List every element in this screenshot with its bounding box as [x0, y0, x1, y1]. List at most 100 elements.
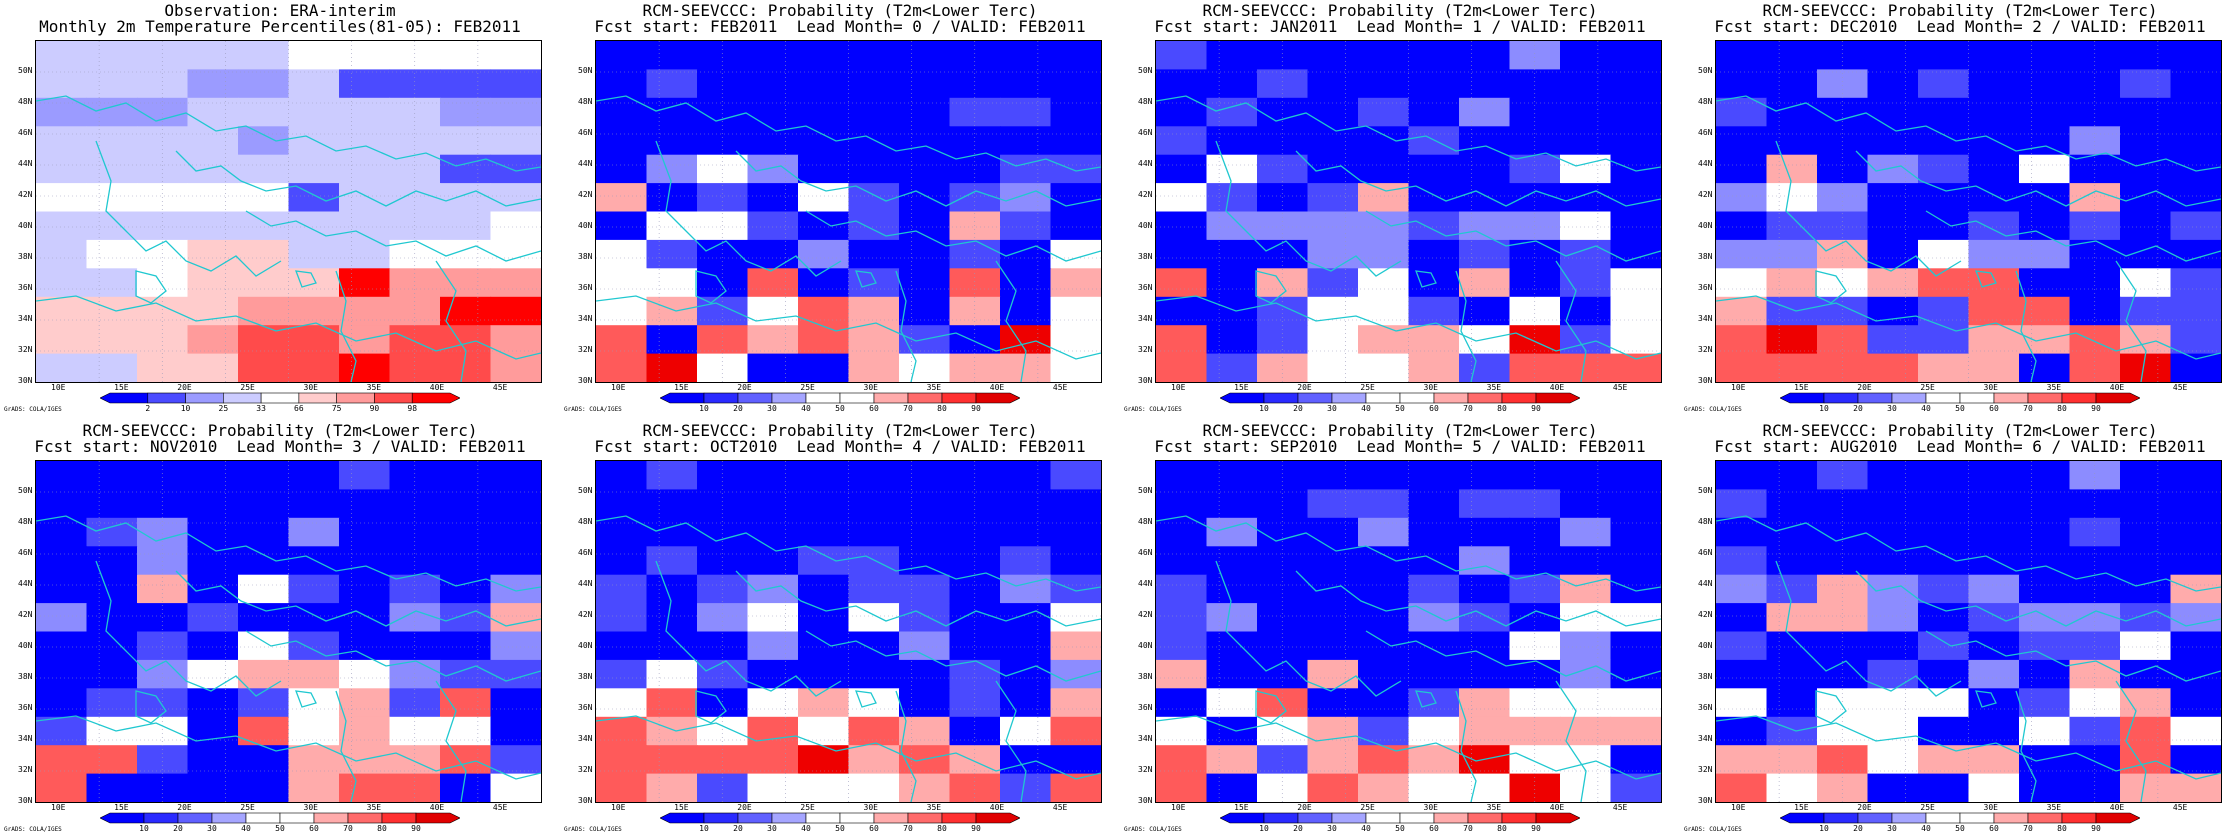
colorbar-swatch: [1993, 812, 2029, 824]
grid-cell: [137, 97, 189, 127]
grid-cell: [339, 126, 391, 156]
lon-tick-label: 15E: [1234, 803, 1249, 812]
grid-cell: [747, 296, 799, 326]
grid-cell: [1610, 154, 1661, 184]
lat-tick-label: 50N: [18, 486, 33, 495]
coastline: [1975, 270, 1997, 288]
grid-cell: [798, 183, 850, 213]
grid-cell: [1560, 183, 1612, 213]
grid-cell: [646, 716, 698, 746]
grid-cell: [596, 126, 648, 156]
lon-tick-label: 20E: [737, 383, 752, 392]
grid-cell: [1509, 69, 1561, 99]
colorbar-swatch: [2095, 392, 2140, 404]
grid-cell: [899, 546, 951, 576]
coastline: [36, 295, 541, 360]
panel-title-line2: Fcst start: SEP2010 Lead Month= 5 / VALI…: [1154, 437, 1646, 456]
grid-cell: [440, 268, 492, 298]
grid-cell: [1156, 296, 1208, 326]
map-area: [1715, 40, 2222, 383]
colorbar-tick-label: 70: [2023, 404, 2033, 413]
grid-cell: [1817, 517, 1869, 547]
panel-title-line1: RCM-SEEVCCC: Probability (T2m<Lower Terc…: [1202, 421, 1598, 440]
lat-tick-label: 34N: [578, 734, 593, 743]
grid-cell: [1610, 574, 1661, 604]
grid-cell: [1610, 659, 1661, 689]
map-area: [595, 40, 1102, 383]
grid-cell: [490, 41, 541, 70]
lat-tick-label: 42N: [1698, 610, 1713, 619]
grid-cell: [36, 574, 88, 604]
grid-cell: [339, 239, 391, 269]
coastline: [735, 150, 1101, 207]
grid-cell: [1918, 41, 1970, 70]
grid-cell: [596, 546, 648, 576]
grid-cell: [596, 461, 648, 490]
grid-cell: [2069, 631, 2121, 661]
grid-cell: [1408, 211, 1460, 241]
grid-cell: [2069, 97, 2121, 127]
grid-cell: [1206, 688, 1258, 718]
coastline: [175, 150, 541, 207]
lat-tick-label: 46N: [578, 548, 593, 557]
lon-tick-label: 35E: [1486, 383, 1502, 392]
grid-cell: [187, 183, 239, 213]
grid-cell: [238, 574, 290, 604]
grid-cell: [2170, 268, 2221, 298]
colorbar-tick-label: 50: [275, 824, 285, 833]
grid-cell: [1206, 353, 1258, 382]
lon-tick-label: 30E: [1423, 383, 1438, 392]
colorbar-swatch: [1399, 392, 1435, 404]
colorbar-swatch: [2095, 812, 2140, 824]
grid-cell: [1307, 603, 1359, 633]
grid-cell: [848, 574, 900, 604]
grid-cell: [1766, 517, 1818, 547]
grid-cell: [238, 546, 290, 576]
colorbar-swatch: [1263, 392, 1299, 404]
grid-cell: [1918, 211, 1970, 241]
grid-cell: [1307, 41, 1359, 70]
grid-cell: [1766, 154, 1818, 184]
lon-tick-label: 35E: [366, 383, 382, 392]
grid-cell: [1000, 239, 1052, 269]
lon-tick-label: 25E: [1920, 803, 1935, 812]
grid-cell: [1358, 546, 1410, 576]
colorbar-swatch: [381, 812, 417, 824]
lat-tick-label: 36N: [1698, 283, 1713, 292]
grid-cell: [1716, 773, 1768, 802]
grid-cell: [646, 41, 698, 70]
grid-cell: [339, 631, 391, 661]
grid-cell: [1408, 239, 1460, 269]
grid-cell: [1918, 716, 1970, 746]
grid-cell: [1716, 745, 1768, 775]
lon-tick-label: 10E: [1171, 803, 1186, 812]
grid-cell: [1000, 517, 1052, 547]
coastline: [1156, 295, 1661, 360]
grid-cell: [1050, 268, 1101, 298]
lat-tick-label: 46N: [1698, 128, 1713, 137]
lon-tick-label: 10E: [1731, 383, 1746, 392]
lon-tick-label: 40E: [429, 383, 445, 392]
lon-tick-label: 25E: [800, 803, 815, 812]
colorbar-tick-label: 60: [869, 824, 879, 833]
coastline: [695, 690, 727, 724]
lon-tick-label: 45E: [1052, 803, 1068, 812]
grid-cell: [1560, 211, 1612, 241]
grid-cell: [490, 631, 541, 661]
colorbar-tick-label: 90: [369, 404, 380, 413]
grid-cell: [1766, 296, 1818, 326]
lon-tick-label: 10E: [1171, 383, 1186, 392]
grid-cell: [1817, 69, 1869, 99]
grid-cell: [1766, 97, 1818, 127]
grid-cell: [1968, 517, 2020, 547]
grid-cell: [1560, 659, 1612, 689]
lat-tick-label: 44N: [578, 579, 593, 588]
grid-cell: [2019, 126, 2071, 156]
colorbar-swatch: [660, 812, 705, 824]
colorbar-swatch: [771, 392, 807, 404]
grid-cell: [1307, 773, 1359, 802]
grid-cell: [848, 183, 900, 213]
coastline: [295, 270, 317, 288]
colorbar-swatch: [1331, 392, 1367, 404]
grid-cell: [1206, 745, 1258, 775]
